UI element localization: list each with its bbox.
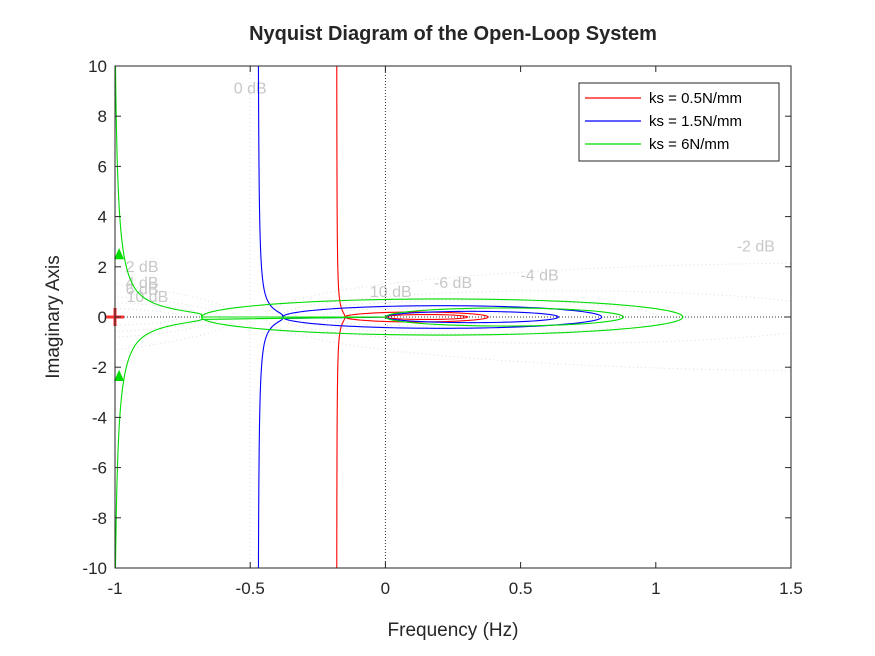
series-line-1 (336, 66, 489, 568)
grid-label: -2 dB (737, 239, 775, 256)
grid-label: -4 dB (520, 268, 558, 285)
direction-arrow (114, 369, 125, 382)
y-tick-label: -4 (92, 408, 107, 427)
grid-label: 2 dB (126, 259, 159, 276)
x-tick-label: -0.5 (236, 579, 265, 598)
grid-label: -6 dB (434, 275, 472, 292)
x-tick-label: 0 (381, 579, 390, 598)
y-tick-label: -8 (92, 509, 107, 528)
x-axis-ticks: -1 -0.5 0 0.5 1 1.5 (107, 66, 803, 598)
legend: ks = 0.5N/mm ks = 1.5N/mm ks = 6N/mm (578, 82, 780, 162)
legend-label-3: ks = 6N/mm (649, 136, 729, 153)
legend-label-1: ks = 0.5N/mm (649, 90, 742, 107)
x-tick-label: 1 (651, 579, 660, 598)
y-tick-label: 0 (98, 308, 107, 327)
y-tick-label: -2 (92, 358, 107, 377)
y-tick-label: -6 (92, 459, 107, 478)
y-axis-ticks: 10 8 6 4 2 0 -2 -4 -6 -8 -10 (82, 57, 791, 578)
direction-arrow (114, 247, 125, 260)
y-tick-label: 10 (88, 57, 107, 76)
m-circle-10db (115, 308, 181, 326)
grid-label: 4 dB (126, 275, 159, 292)
y-tick-label: 8 (98, 107, 107, 126)
y-tick-label: -10 (82, 559, 107, 578)
grid-label: 0 dB (234, 81, 267, 98)
series-line-3 (115, 66, 684, 568)
chart-title: Nyquist Diagram of the Open-Loop System (249, 23, 657, 45)
legend-box (578, 82, 780, 162)
y-tick-label: 2 (98, 258, 107, 277)
y-axis-label: Imaginary Axis (43, 255, 64, 379)
nyquist-curves (115, 66, 684, 568)
y-tick-label: 6 (98, 157, 107, 176)
x-tick-label: 0.5 (509, 579, 533, 598)
grid-label: 10 dB (370, 284, 412, 301)
series-line-2 (257, 66, 603, 568)
x-tick-label: -1 (107, 579, 122, 598)
x-axis-label: Frequency (Hz) (388, 620, 519, 641)
grid-label: 10 dB (127, 289, 169, 306)
m-circle--6db (294, 299, 658, 335)
x-tick-label: 1.5 (779, 579, 803, 598)
legend-label-2: ks = 1.5N/mm (649, 113, 742, 130)
y-tick-label: 4 (98, 208, 107, 227)
